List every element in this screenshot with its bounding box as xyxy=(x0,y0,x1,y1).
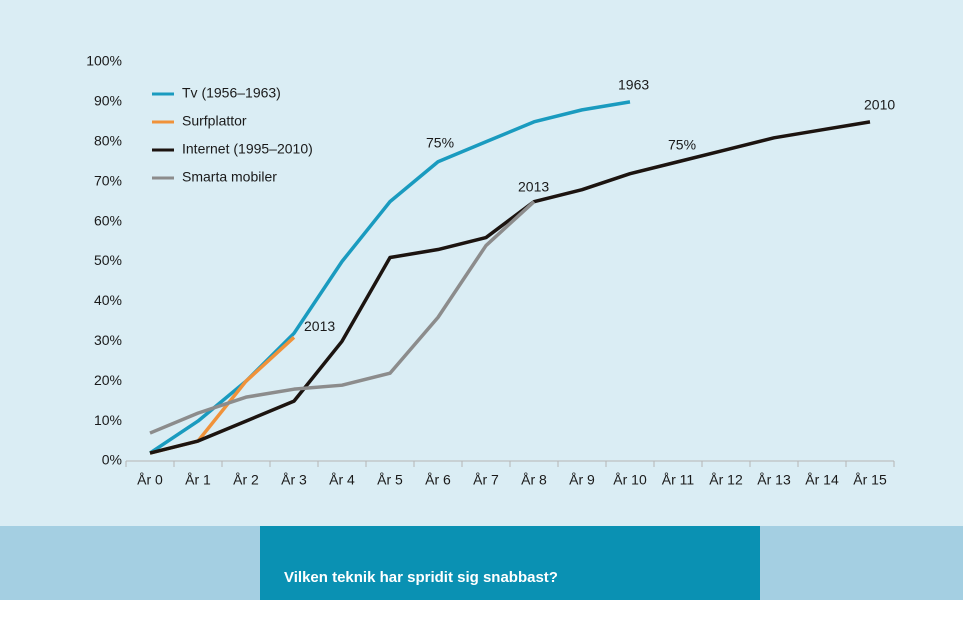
y-tick-label: 10% xyxy=(94,412,122,428)
annotation: 1963 xyxy=(618,77,649,93)
x-tick-label: År 7 xyxy=(473,472,499,488)
x-tick-label: År 11 xyxy=(662,472,695,488)
annotation: 2013 xyxy=(518,178,549,194)
y-tick-label: 90% xyxy=(94,93,122,109)
series-line xyxy=(149,200,536,435)
annotation: 2013 xyxy=(304,318,335,334)
x-tick-label: År 2 xyxy=(233,472,259,488)
x-tick-label: År 10 xyxy=(613,472,647,488)
x-tick-label: År 6 xyxy=(425,472,451,488)
y-tick-label: 100% xyxy=(86,53,122,69)
y-tick-label: 40% xyxy=(94,292,122,308)
y-tick-label: 50% xyxy=(94,252,122,268)
y-tick-label: 30% xyxy=(94,332,122,348)
x-tick-label: År 13 xyxy=(757,472,791,488)
footer-text: Vilken teknik har spridit sig snabbast? xyxy=(284,569,558,586)
chart-background xyxy=(0,0,963,526)
series-line xyxy=(149,120,871,455)
legend-label: Surfplattor xyxy=(182,113,247,129)
y-tick-label: 0% xyxy=(102,452,122,468)
x-tick-label: År 4 xyxy=(329,472,355,488)
x-tick-label: År 9 xyxy=(569,472,595,488)
y-tick-label: 70% xyxy=(94,172,122,188)
x-tick-label: År 8 xyxy=(521,472,547,488)
legend-label: Smarta mobiler xyxy=(182,169,277,185)
x-tick-label: År 12 xyxy=(709,472,743,488)
y-tick-label: 80% xyxy=(94,133,122,149)
y-tick-label: 60% xyxy=(94,212,122,228)
annotation: 75% xyxy=(426,134,454,150)
x-tick-label: År 3 xyxy=(281,472,307,488)
x-tick-label: År 5 xyxy=(377,472,403,488)
footer-box xyxy=(260,526,760,600)
legend-label: Internet (1995–2010) xyxy=(182,141,313,157)
x-tick-label: År 0 xyxy=(137,472,163,488)
x-tick-label: År 14 xyxy=(805,472,839,488)
annotation: 75% xyxy=(668,136,696,152)
series-line xyxy=(149,100,631,455)
x-tick-label: År 1 xyxy=(185,472,211,488)
x-tick-label: År 15 xyxy=(853,472,887,488)
annotation: 2010 xyxy=(864,97,895,113)
y-tick-label: 20% xyxy=(94,372,122,388)
legend-label: Tv (1956–1963) xyxy=(182,85,281,101)
